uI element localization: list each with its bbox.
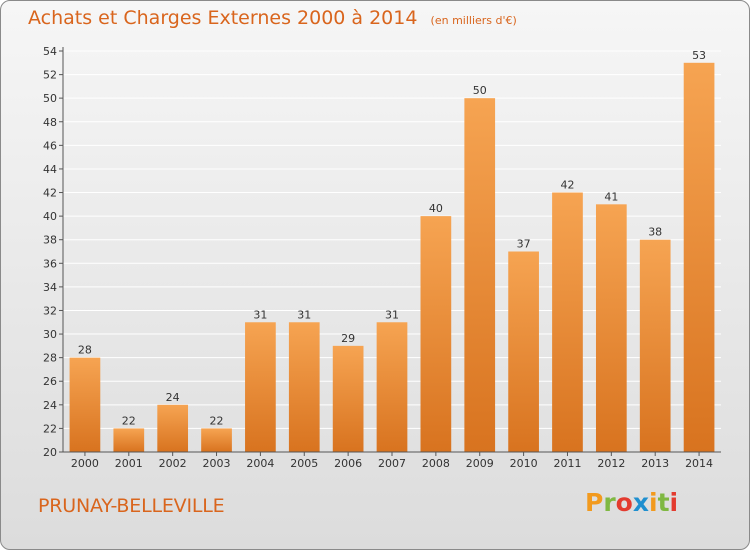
bar-2002 xyxy=(157,404,189,452)
x-tick-label: 2009 xyxy=(466,457,494,470)
bar-value-label: 38 xyxy=(648,226,662,239)
y-tick-label: 22 xyxy=(43,422,57,435)
y-tick-label: 50 xyxy=(43,92,57,105)
y-tick-label: 32 xyxy=(43,304,57,317)
bar-2010 xyxy=(508,251,539,452)
y-tick-label: 46 xyxy=(43,139,57,152)
bar-2000 xyxy=(69,357,101,452)
y-tick-label: 40 xyxy=(43,210,57,223)
x-tick-label: 2011 xyxy=(553,457,581,470)
y-tick-label: 34 xyxy=(43,281,57,294)
bar-value-label: 22 xyxy=(122,414,136,427)
y-tick-label: 52 xyxy=(43,69,57,82)
bar-value-label: 28 xyxy=(78,344,92,357)
logo-letter: P xyxy=(585,488,604,517)
x-tick-label: 2013 xyxy=(641,457,669,470)
bar-2011 xyxy=(552,192,583,452)
y-tick-label: 54 xyxy=(43,45,57,58)
bar-value-label: 31 xyxy=(297,308,311,321)
x-tick-label: 2007 xyxy=(378,457,406,470)
bar-2005 xyxy=(288,322,320,452)
x-tick-label: 2004 xyxy=(246,457,274,470)
y-tick-label: 38 xyxy=(43,234,57,247)
x-tick-label: 2005 xyxy=(290,457,318,470)
y-tick-label: 28 xyxy=(43,352,57,365)
bar-2006 xyxy=(332,345,364,452)
bar-2001 xyxy=(113,428,145,452)
logo-letter: x xyxy=(632,488,649,517)
x-tick-label: 2014 xyxy=(685,457,713,470)
bar-value-label: 31 xyxy=(253,308,267,321)
bar-value-label: 24 xyxy=(166,391,180,404)
bar-value-label: 37 xyxy=(517,238,531,251)
x-tick-label: 2000 xyxy=(71,457,99,470)
bar-value-label: 29 xyxy=(341,332,355,345)
x-tick-label: 2008 xyxy=(422,457,450,470)
bar-2009 xyxy=(464,98,496,453)
y-tick-label: 26 xyxy=(43,375,57,388)
city-name: PRUNAY-BELLEVILLE xyxy=(38,495,225,517)
bar-2012 xyxy=(595,204,627,452)
bar-2007 xyxy=(376,322,408,452)
bar-2014 xyxy=(683,62,715,452)
logo-letter: i xyxy=(669,488,679,517)
bar-2004 xyxy=(245,322,276,452)
bar-value-label: 31 xyxy=(385,308,399,321)
bar-value-label: 40 xyxy=(429,202,443,215)
logo-letter: o xyxy=(615,488,633,517)
bar-value-label: 41 xyxy=(604,190,618,203)
bar-value-label: 50 xyxy=(473,84,487,97)
y-tick-label: 24 xyxy=(43,399,57,412)
bar-value-label: 42 xyxy=(560,179,574,192)
bar-value-label: 53 xyxy=(692,49,706,62)
x-tick-label: 2010 xyxy=(510,457,538,470)
logo-letter: r xyxy=(603,488,616,517)
chart-title: Achats et Charges Externes 2000 à 2014 xyxy=(28,7,418,29)
bar-2003 xyxy=(201,428,232,452)
bar-2008 xyxy=(420,216,452,452)
x-tick-label: 2001 xyxy=(115,457,143,470)
y-tick-label: 30 xyxy=(43,328,57,341)
chart-title-block: Achats et Charges Externes 2000 à 2014 (… xyxy=(28,7,517,29)
y-tick-label: 44 xyxy=(43,163,57,176)
axes: 20 22 24 26 28 30 32 34 36 38 40 42 44 46 48 50 52 54 2000… xyxy=(43,45,721,470)
y-tick-label: 48 xyxy=(43,116,57,129)
y-tick-label: 36 xyxy=(43,257,57,270)
x-tick-label: 2003 xyxy=(203,457,231,470)
bar-2013 xyxy=(639,239,671,452)
x-tick-label: 2012 xyxy=(597,457,625,470)
bars xyxy=(69,62,715,453)
logo-letter: t xyxy=(657,488,670,517)
x-tick-label: 2002 xyxy=(159,457,187,470)
y-tick-label: 42 xyxy=(43,187,57,200)
bar-value-label: 22 xyxy=(210,414,224,427)
proxiti-logo: Proxiti xyxy=(585,488,678,517)
value-labels: 28 22 24 22 31 31 29 31 40 50 37 42 41 38 53 xyxy=(78,49,706,428)
y-tick-label: 20 xyxy=(43,446,57,459)
logo-letter: i xyxy=(649,488,658,517)
chart-subtitle: (en milliers d'€) xyxy=(430,14,517,27)
x-tick-label: 2006 xyxy=(334,457,362,470)
